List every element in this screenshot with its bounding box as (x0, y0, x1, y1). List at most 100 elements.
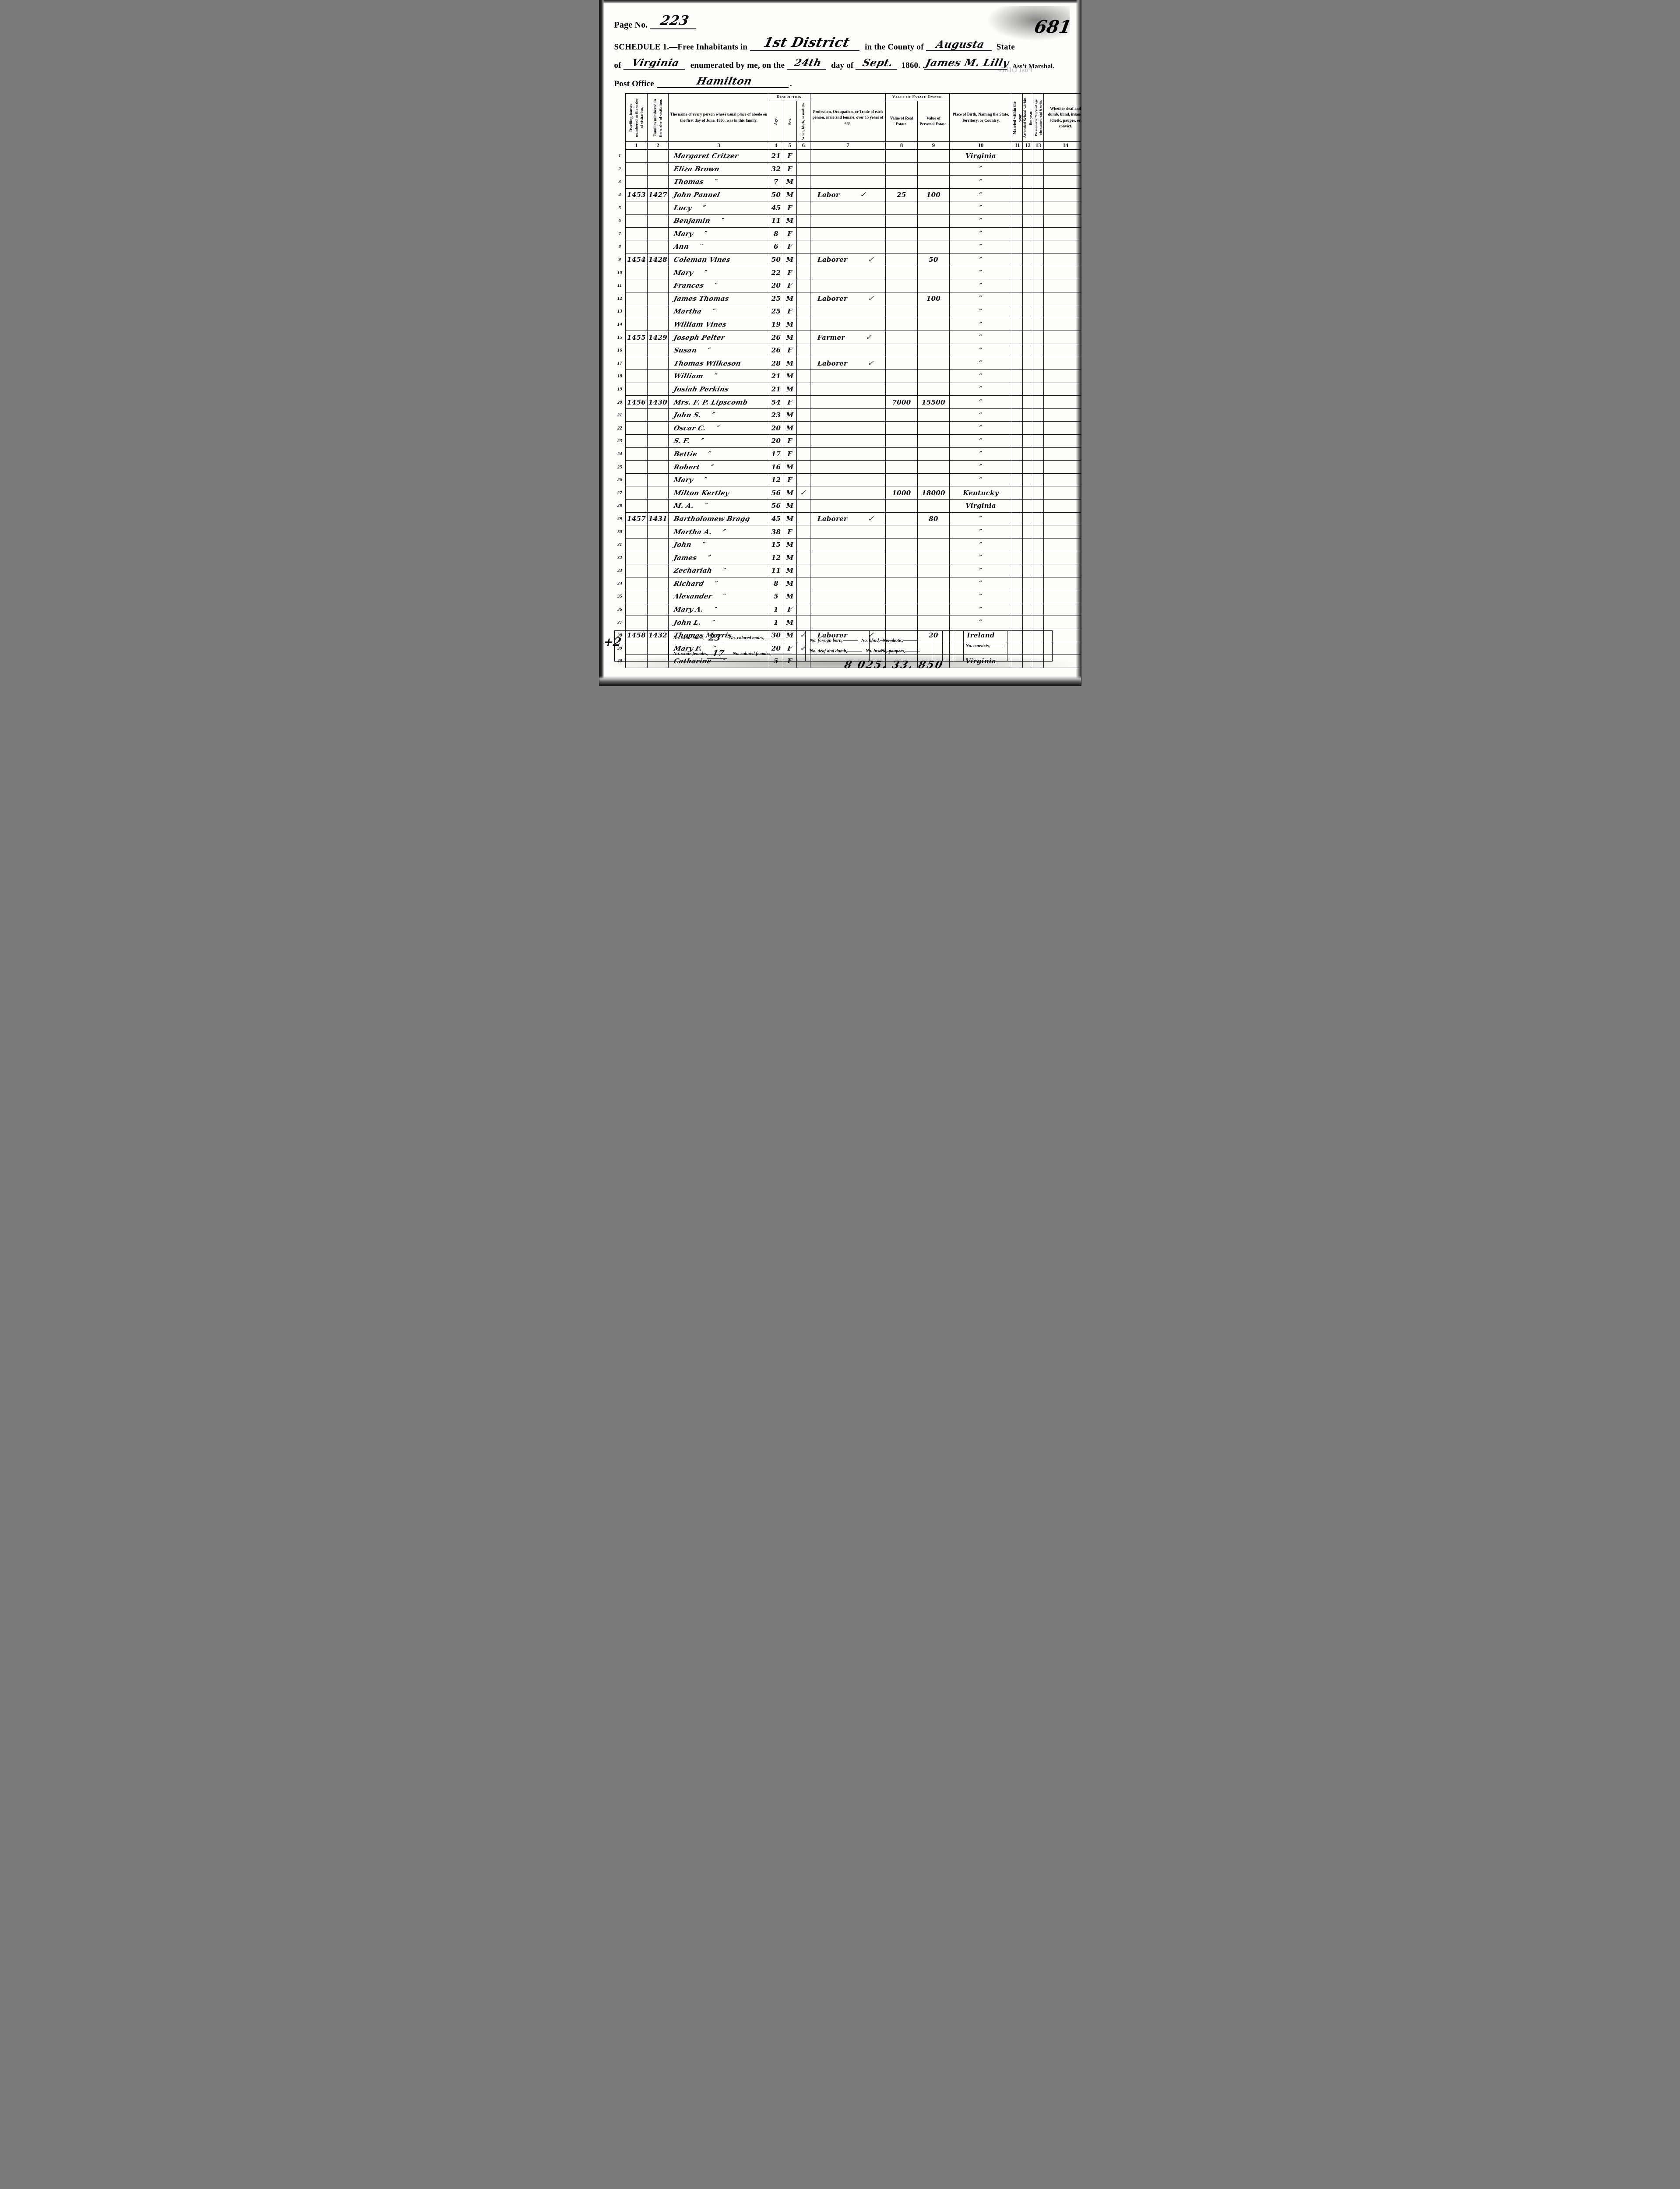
color (796, 149, 810, 163)
dwelling-number-text: 1456 (627, 398, 646, 406)
family-number (647, 499, 669, 513)
personal-estate-value (917, 408, 950, 422)
sex-text: M (786, 541, 794, 549)
defect-note (1043, 473, 1081, 487)
sex: M (783, 356, 797, 370)
ditto-mark: ″ (715, 605, 718, 614)
year-value: 1860. (901, 61, 921, 70)
personal-estate-value (917, 343, 950, 357)
color (796, 240, 810, 253)
ditto-mark: ″ (715, 579, 718, 588)
sex-text: M (786, 320, 794, 329)
color (796, 551, 810, 564)
ditto-mark: ″ (705, 502, 708, 510)
cannot-read-write (1033, 421, 1044, 435)
age-text: 20 (771, 424, 781, 432)
sex-text: F (787, 268, 792, 277)
person-name-text: M. A. (673, 502, 695, 510)
personal-estate-value-text: 18000 (922, 489, 945, 497)
person-name-text: Bartholomew Bragg (673, 514, 751, 523)
sex: M (783, 460, 797, 474)
age-text: 50 (771, 256, 781, 264)
row-number-left: 14 (614, 318, 626, 331)
family-number (647, 460, 669, 474)
sex-text: M (786, 618, 794, 626)
occupation (810, 473, 886, 487)
colnum-5: 5 (783, 141, 797, 150)
person-name: William Vines (668, 317, 769, 331)
defect-note (1043, 331, 1081, 344)
sex: M (783, 188, 797, 202)
married-within-year (1012, 486, 1023, 500)
family-number (647, 317, 669, 331)
color (796, 227, 810, 241)
color (796, 602, 810, 616)
sex: F (783, 305, 797, 318)
sex-text: M (786, 178, 794, 186)
sex: F (783, 201, 797, 215)
color (796, 447, 810, 461)
person-name: James Thomas (668, 292, 769, 306)
married-within-year (1012, 214, 1023, 228)
of-label: of (614, 61, 621, 70)
age: 17 (769, 447, 783, 461)
person-name: Benjamin ″ (668, 214, 769, 228)
occupation-check-mark: ✓ (867, 255, 876, 264)
sex-text: M (786, 191, 794, 199)
col11-header: Married within the year. (1012, 93, 1023, 142)
place-of-birth-ditto: ″ (979, 514, 983, 523)
attended-school (1022, 370, 1034, 383)
place-of-birth: ″ (949, 408, 1013, 422)
sex: M (783, 512, 797, 526)
place-of-birth-ditto: ″ (979, 411, 983, 419)
married-within-year (1012, 292, 1023, 306)
dwelling-number-text: 1455 (627, 333, 646, 341)
married-within-year (1012, 317, 1023, 331)
row-number-left: 35 (614, 590, 626, 603)
real-estate-value-text: 1000 (892, 489, 911, 497)
person-name: John Pannel (668, 188, 769, 202)
age-text: 19 (771, 320, 781, 329)
cannot-read-write (1033, 278, 1044, 292)
color (796, 616, 810, 629)
defect-note (1043, 253, 1081, 267)
married-within-year (1012, 240, 1023, 253)
attended-school (1022, 149, 1034, 163)
family-number (647, 473, 669, 487)
family-number (647, 292, 669, 306)
age-text: 8 (774, 579, 778, 588)
age-text: 26 (771, 333, 781, 341)
day-value: 24th (786, 57, 829, 70)
family-number: 1428 (647, 253, 669, 267)
age: 7 (769, 175, 783, 189)
row-number-left: 28 (614, 499, 626, 513)
sex-text: F (787, 165, 792, 173)
age-text: 25 (771, 307, 781, 316)
ditto-mark: ″ (715, 282, 718, 290)
age-text: 50 (771, 191, 781, 199)
family-number (647, 447, 669, 461)
real-estate-value (885, 525, 918, 538)
married-within-year (1012, 499, 1023, 513)
age-text: 8 (774, 229, 778, 238)
person-name-text: Coleman Vines (673, 256, 731, 264)
defect-note (1043, 590, 1081, 603)
row-number-left: 7 (614, 227, 626, 240)
row-number-left: 24 (614, 447, 626, 461)
summary-line-4: No. deaf and dumb, No. insane, (808, 649, 902, 654)
personal-estate-value (917, 317, 950, 331)
occupation: Laborer ✓ (810, 253, 886, 267)
sex-text: M (786, 294, 794, 303)
real-estate-value (885, 305, 918, 318)
real-estate-value (885, 602, 918, 616)
row-number-left: 1 (614, 149, 626, 163)
family-number (647, 602, 669, 616)
defect-note (1043, 538, 1081, 552)
cannot-read-write (1033, 214, 1044, 228)
dwelling-number (625, 564, 648, 577)
married-within-year (1012, 175, 1023, 189)
schedule-line: SCHEDULE 1.—Free Inhabitants in 1st Dist… (614, 35, 1057, 52)
sex-text: F (787, 346, 792, 355)
foreign-born-label: No. foreign born, (810, 638, 843, 643)
